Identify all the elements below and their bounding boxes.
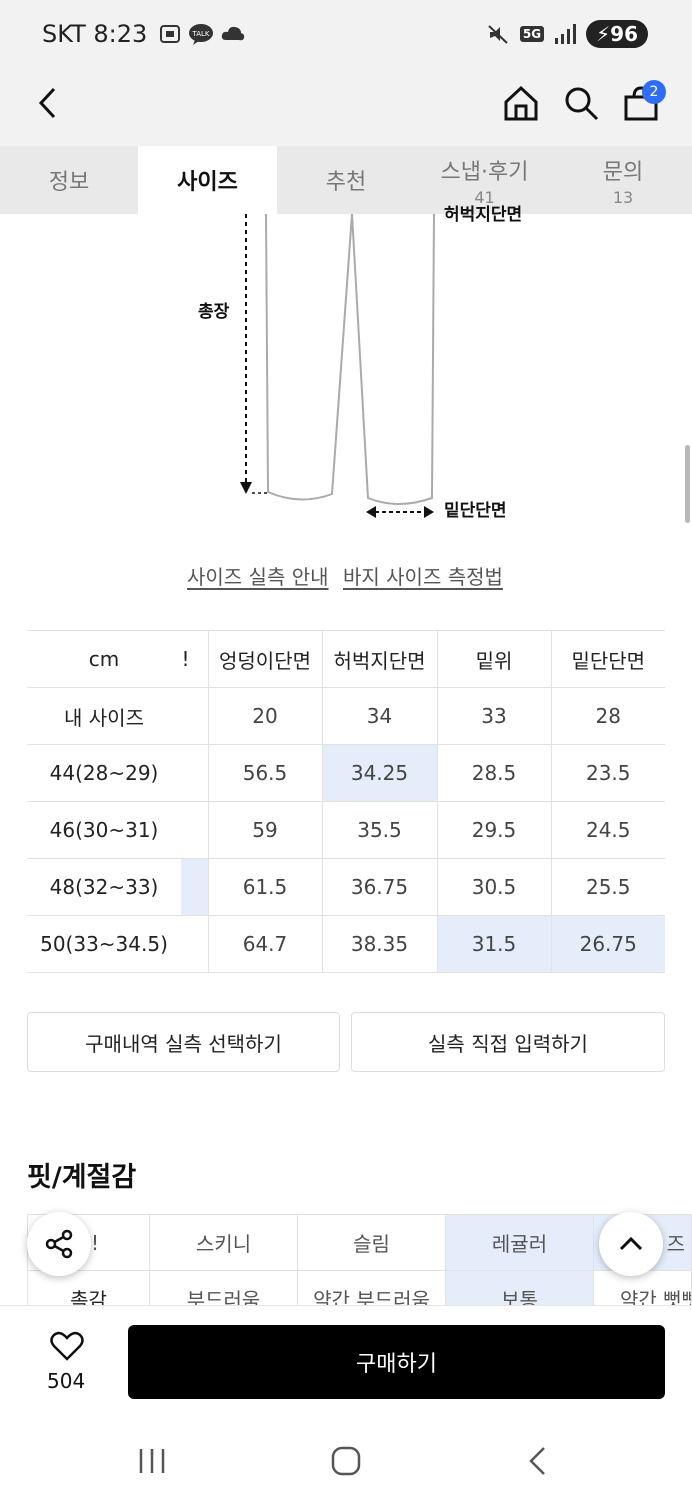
svg-text:TALK: TALK: [191, 30, 209, 38]
table-header: 밑단단면: [550, 630, 665, 688]
table-header: 허벅지단면: [321, 630, 437, 688]
status-right: 5G ⚡96: [486, 20, 648, 48]
tab-count: 41: [474, 187, 495, 207]
select-from-history-button[interactable]: 구매내역 실측 선택하기: [27, 1012, 340, 1072]
row-label: 내 사이즈: [27, 687, 181, 745]
back-icon[interactable]: [34, 86, 62, 120]
size-table: cm ! 엉덩이단면 허벅지단면 밑위 밑단단면 내 사이즈 20 34 33 …: [27, 630, 665, 973]
home-nav-icon[interactable]: [330, 1445, 362, 1477]
table-cell-highlight: 26.75: [550, 915, 665, 973]
table-cell: 33: [436, 687, 551, 745]
table-cell: 28.5: [436, 744, 551, 802]
status-time: SKT 8:23: [42, 20, 148, 48]
diagram-hem-label: 밑단단면: [444, 501, 507, 521]
back-nav-icon[interactable]: [526, 1445, 550, 1477]
table-cell: [181, 687, 209, 745]
table-cell: [181, 915, 209, 973]
system-nav-bar: [0, 1425, 692, 1500]
table-cell: 30.5: [436, 858, 551, 916]
table-header-row: cm ! 엉덩이단면 허벅지단면 밑위 밑단단면: [27, 630, 665, 688]
table-cell: 20: [207, 687, 322, 745]
row-label: 46(30~31): [27, 801, 181, 859]
table-row[interactable]: 50(33~34.5) 64.7 38.35 31.5 26.75: [27, 915, 665, 973]
table-cell: [181, 744, 209, 802]
table-cell: 36.75: [321, 858, 437, 916]
diagram-length-label: 총장: [198, 302, 230, 322]
recent-apps-icon[interactable]: [136, 1447, 168, 1475]
section-tabs: 정보 사이즈 추천 스냅·후기 41 문의 13: [0, 146, 692, 214]
table-header: 밑위: [436, 630, 551, 688]
status-bar: SKT 8:23 TALK 5G ⚡96: [0, 0, 692, 72]
tab-label: 문의: [602, 159, 644, 185]
table-cell: 35.5: [321, 801, 437, 859]
table-cell: 38.35: [321, 915, 437, 973]
cloud-icon: [221, 26, 245, 41]
fit-season-title: 핏/계절감: [27, 1162, 137, 1193]
network-label: 5G: [519, 26, 545, 42]
tab-info[interactable]: 정보: [0, 146, 138, 214]
row-label: 50(33~34.5): [27, 915, 181, 973]
notification-icons: TALK: [158, 22, 246, 46]
signal-icon: [555, 24, 577, 44]
tab-label: 사이즈: [177, 170, 238, 195]
battery-level: 96: [610, 22, 638, 46]
tab-count: 13: [612, 187, 634, 207]
scrollbar-thumb[interactable]: [685, 445, 690, 523]
fit-option-slim: 슬림: [297, 1214, 446, 1271]
tab-label: 정보: [48, 170, 90, 195]
table-cell: 29.5: [436, 801, 551, 859]
buy-button[interactable]: 구매하기: [128, 1325, 665, 1399]
fit-option-skinny: 스키니: [149, 1214, 298, 1271]
table-cell: 28: [550, 687, 665, 745]
app-header: [0, 72, 692, 146]
table-cell: 34: [321, 687, 437, 745]
scroll-top-button[interactable]: [599, 1212, 663, 1276]
heart-icon[interactable]: [50, 1330, 84, 1362]
home-icon[interactable]: [502, 84, 540, 122]
row-label: 44(28~29): [27, 744, 181, 802]
table-row[interactable]: 44(28~29) 56.5 34.25 28.5 23.5: [27, 744, 665, 802]
diagram-thigh-label: 허벅지단면: [444, 205, 523, 225]
tab-inquiry[interactable]: 문의 13: [554, 146, 692, 214]
chevron-up-icon: [619, 1236, 643, 1251]
tab-size[interactable]: 사이즈: [138, 146, 277, 214]
measure-guide-link[interactable]: 바지 사이즈 측정법: [343, 565, 503, 589]
table-cell: 24.5: [550, 801, 665, 859]
table-cell: 25.5: [550, 858, 665, 916]
search-icon[interactable]: [562, 84, 600, 122]
talk-icon: TALK: [189, 24, 213, 45]
table-cell: 23.5: [550, 744, 665, 802]
share-button[interactable]: [27, 1212, 91, 1276]
table-cell: 56.5: [207, 744, 322, 802]
table-cell: [181, 801, 209, 859]
row-label: 48(32~33): [27, 858, 181, 916]
table-cell: 61.5: [207, 858, 322, 916]
tab-label: 추천: [325, 170, 367, 195]
battery-indicator: ⚡96: [586, 20, 648, 48]
tab-label: 스냅·후기: [440, 159, 529, 185]
table-cell-highlight: 34.25: [321, 744, 437, 802]
fit-option-regular: 레귤러: [445, 1214, 594, 1271]
table-row[interactable]: 48(32~33) 61.5 36.75 30.5 25.5: [27, 858, 665, 916]
table-header: 엉덩이단면: [207, 630, 322, 688]
cart-count-badge: 2: [642, 80, 666, 104]
table-row[interactable]: 46(30~31) 59 35.5 29.5 24.5: [27, 801, 665, 859]
tab-recommend[interactable]: 추천: [277, 146, 415, 214]
table-cell-highlight: [181, 858, 209, 916]
table-row: 내 사이즈 20 34 33 28: [27, 687, 665, 745]
table-cell: 59: [207, 801, 322, 859]
size-guide-link[interactable]: 사이즈 실측 안내: [187, 565, 329, 589]
table-header: !: [181, 630, 209, 688]
share-icon: [45, 1229, 73, 1259]
table-cell: 64.7: [207, 915, 322, 973]
table-header: cm: [27, 630, 181, 688]
tab-snap-review[interactable]: 스냅·후기 41: [415, 146, 554, 214]
pants-size-diagram: [240, 214, 435, 518]
manual-input-button[interactable]: 실측 직접 입력하기: [351, 1012, 665, 1072]
like-count: 504: [47, 1369, 86, 1393]
table-cell-highlight: 31.5: [436, 915, 551, 973]
mute-icon: [488, 25, 508, 44]
screenshot-icon: [160, 25, 180, 43]
